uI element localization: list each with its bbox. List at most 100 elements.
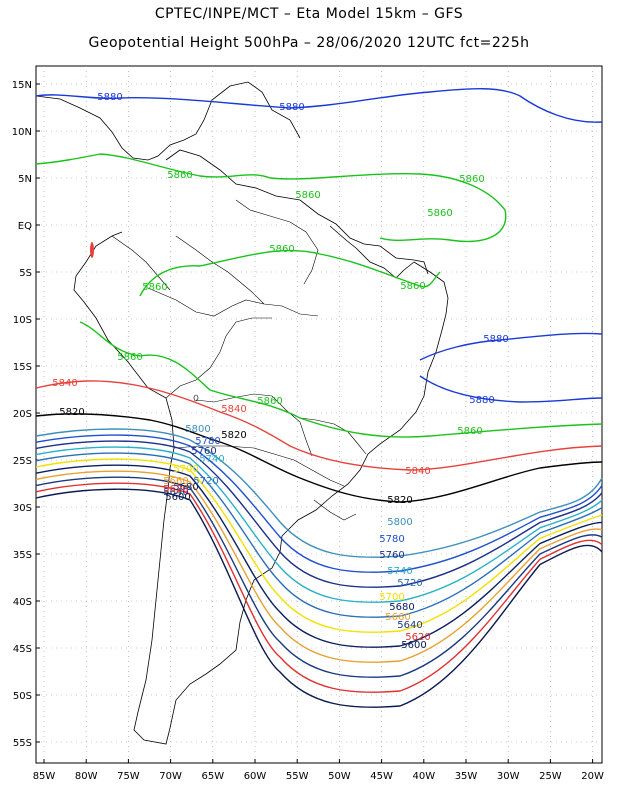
lon-label: 50W [328, 771, 351, 782]
contour-label: 5760 [191, 446, 216, 457]
contour-5760 [35, 440, 603, 588]
contour-label: 5620 [163, 484, 188, 495]
lon-label: 20W [581, 771, 604, 782]
contour-label: 5780 [379, 534, 404, 545]
lat-label: 35S [13, 550, 32, 561]
lat-label: EQ [18, 221, 32, 232]
latitude-labels: 15N 10N 5N EQ 5S 10S 15S 20S 25S 30S 35S 40S 45S 50S 5… [12, 80, 32, 749]
contour-label: 5720 [193, 476, 218, 487]
lon-label: 30W [497, 771, 520, 782]
contour-label: 5860 [257, 396, 282, 407]
contour-label: 5840 [221, 404, 246, 415]
contour-label: 5860 [295, 190, 320, 201]
contour-label: 5820 [59, 407, 84, 418]
contour-5880 [35, 88, 603, 123]
contour-5860 [139, 249, 441, 297]
contour-label: 5860 [117, 352, 142, 363]
contour-5860 [79, 321, 603, 438]
contour-label: 5840 [52, 378, 77, 389]
contour-label: 5780 [195, 436, 220, 447]
contour-5640 [35, 476, 603, 678]
contour-label: 5860 [400, 281, 425, 292]
contour-label: 5860 [167, 170, 192, 181]
contour-label: 5620 [405, 632, 430, 643]
contour-label: 5840 [405, 466, 430, 477]
contour-label: 5860 [459, 174, 484, 185]
contour-label: 5600 [401, 640, 426, 651]
contour-5740 [35, 446, 603, 603]
lat-label: 5S [19, 268, 32, 279]
contour-label: 5820 [387, 495, 412, 506]
south-america-coast [73, 231, 449, 745]
lat-label: 50S [13, 691, 32, 702]
lon-label: 70W [159, 771, 182, 782]
geopotential-contours [35, 88, 603, 708]
contour-label: 5680 [389, 602, 414, 613]
lat-label: 45S [13, 644, 32, 655]
lat-label: 5N [18, 174, 32, 185]
contour-label: 5820 [221, 430, 246, 441]
contour-5840 [35, 380, 603, 471]
lat-label: 30S [13, 503, 32, 514]
contour-5880 [419, 375, 603, 403]
contour-label: 5800 [387, 517, 412, 528]
lon-label: 85W [33, 771, 56, 782]
contour-label: 5740 [387, 566, 412, 577]
contour-5880 [419, 332, 603, 361]
lon-label: 75W [117, 771, 140, 782]
contour-label: 5640 [397, 620, 422, 631]
contour-label: 5660 [163, 476, 188, 487]
lon-label: 55W [286, 771, 309, 782]
lon-label: 25W [539, 771, 562, 782]
title-line-1: CPTEC/INPE/MCT – Eta Model 15km – GFS [154, 6, 464, 22]
lat-label: 20S [13, 409, 32, 420]
central-america-coast [35, 81, 301, 161]
lat-label: 10S [13, 315, 32, 326]
map-frame [35, 65, 603, 764]
country-borders [111, 199, 367, 521]
contour-5700 [35, 458, 603, 633]
contour-label: 5640 [163, 487, 188, 498]
contour-label: 5860 [427, 208, 452, 219]
contour-label: 5680 [173, 482, 198, 493]
contour-labels: 5880 5880 5880 5880 5860 5860 5860 5860 5860 5860… [52, 92, 508, 651]
contour-label: 5700 [173, 464, 198, 475]
contour-5620 [35, 482, 603, 693]
lat-label: 10N [12, 127, 32, 138]
contour-label: 5760 [379, 550, 404, 561]
contour-label: 5880 [469, 395, 494, 406]
contour-5660 [35, 470, 603, 663]
contour-label: 5860 [142, 282, 167, 293]
contour-label: 5860 [457, 426, 482, 437]
contour-5800 [35, 428, 603, 558]
contour-label: 5860 [269, 244, 294, 255]
lat-label: 25S [13, 456, 32, 467]
contour-label: 5880 [279, 102, 304, 113]
contour-label: 5600 [165, 492, 190, 503]
lat-label: 15S [13, 362, 32, 373]
contour-label: 5660 [385, 612, 410, 623]
inland-lakes [90, 242, 199, 402]
contour-5600 [35, 488, 603, 708]
lat-label: 15N [12, 80, 32, 91]
contour-5720 [35, 452, 603, 618]
contour-5860 [35, 153, 507, 242]
lon-label: 40W [412, 771, 435, 782]
contour-5780 [35, 434, 603, 573]
lon-label: 65W [201, 771, 224, 782]
lat-label: 55S [13, 738, 32, 749]
contour-5820 [35, 413, 603, 503]
axis-ticks [36, 83, 594, 763]
contour-label: 5880 [97, 92, 122, 103]
contour-5680 [35, 464, 603, 648]
caribbean-north-coast [165, 149, 429, 275]
lon-label: 35W [455, 771, 478, 782]
graticule [36, 66, 602, 763]
coastlines [35, 81, 449, 745]
contour-label: 5700 [379, 592, 404, 603]
longitude-labels: 85W 80W 75W 70W 65W 60W 55W 50W 45W 40W 35W 30W 25W 2… [33, 771, 604, 782]
lon-label: 80W [75, 771, 98, 782]
contour-label: 5740 [199, 454, 224, 465]
brazil-north-coast [329, 225, 415, 279]
lon-label: 60W [244, 771, 267, 782]
